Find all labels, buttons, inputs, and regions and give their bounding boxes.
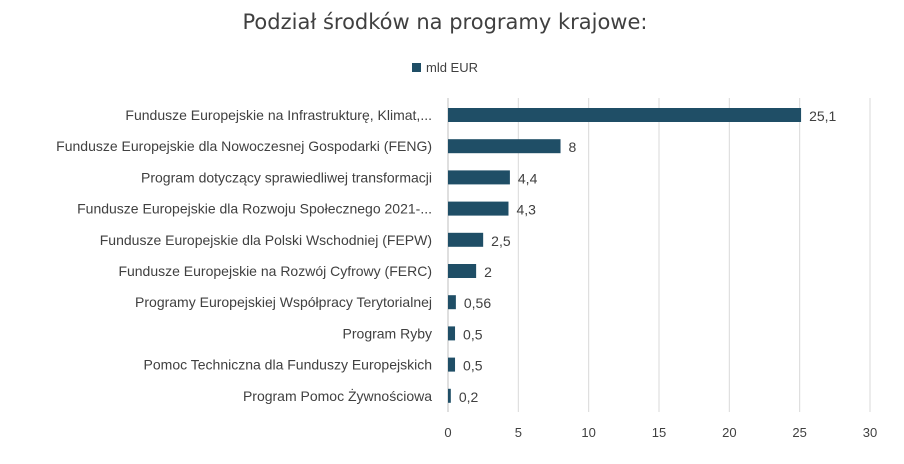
bar: [448, 139, 561, 154]
bar: [448, 295, 456, 310]
value-labels: 25,1 8 4,4 4,3 2,5 2 0,56 0,5 0,5 0,2: [459, 108, 837, 405]
bar: [448, 232, 484, 247]
bar: [448, 264, 477, 278]
legend: mld EUR: [412, 60, 478, 75]
bar: [448, 326, 456, 341]
x-tick-label: 15: [652, 425, 666, 440]
x-axis-ticks: 0 5 10 15 20 25 30: [444, 425, 877, 440]
bar: [448, 108, 802, 122]
data-label: 8: [569, 139, 577, 155]
x-tick-label: 10: [581, 425, 595, 440]
category-label: Pomoc Techniczna dla Funduszy Europejski…: [144, 357, 432, 373]
bars: [448, 108, 802, 403]
bar: [448, 201, 509, 216]
x-tick-label: 30: [863, 425, 877, 440]
category-label: Fundusze Europejskie dla Nowoczesnej Gos…: [56, 138, 432, 154]
data-label: 25,1: [809, 108, 836, 124]
data-label: 0,5: [463, 326, 483, 342]
legend-entry: mld EUR: [426, 60, 478, 75]
category-label: Fundusze Europejskie na Infrastrukturę, …: [125, 107, 432, 123]
bar: [448, 357, 456, 372]
data-label: 0,56: [464, 295, 491, 311]
category-labels: Fundusze Europejskie na Infrastrukturę, …: [56, 107, 432, 404]
data-label: 2,5: [491, 233, 511, 249]
bar: [448, 170, 510, 185]
x-tick-label: 20: [722, 425, 736, 440]
category-label: Fundusze Europejskie dla Rozwoju Społecz…: [77, 201, 432, 217]
x-tick-label: 0: [444, 425, 451, 440]
category-label: Fundusze Europejskie na Rozwój Cyfrowy (…: [118, 263, 432, 279]
data-label: 2: [484, 264, 492, 280]
x-tick-label: 5: [515, 425, 522, 440]
category-label: Program Pomoc Żywnościowa: [243, 387, 432, 404]
x-tick-label: 25: [792, 425, 806, 440]
data-label: 0,2: [459, 389, 479, 405]
category-label: Program dotyczący sprawiedliwej transfor…: [141, 169, 432, 185]
data-label: 4,3: [516, 202, 536, 218]
category-label: Fundusze Europejskie dla Polski Wschodni…: [100, 232, 432, 248]
data-label: 4,4: [518, 170, 538, 186]
bar: [448, 388, 451, 403]
chart-title: Podział środków na programy krajowe:: [243, 10, 648, 34]
legend-swatch: [412, 63, 421, 72]
category-label: Programy Europejskiej Współpracy Terytor…: [135, 294, 432, 310]
category-label: Program Ryby: [343, 325, 432, 341]
data-label: 0,5: [463, 358, 483, 374]
